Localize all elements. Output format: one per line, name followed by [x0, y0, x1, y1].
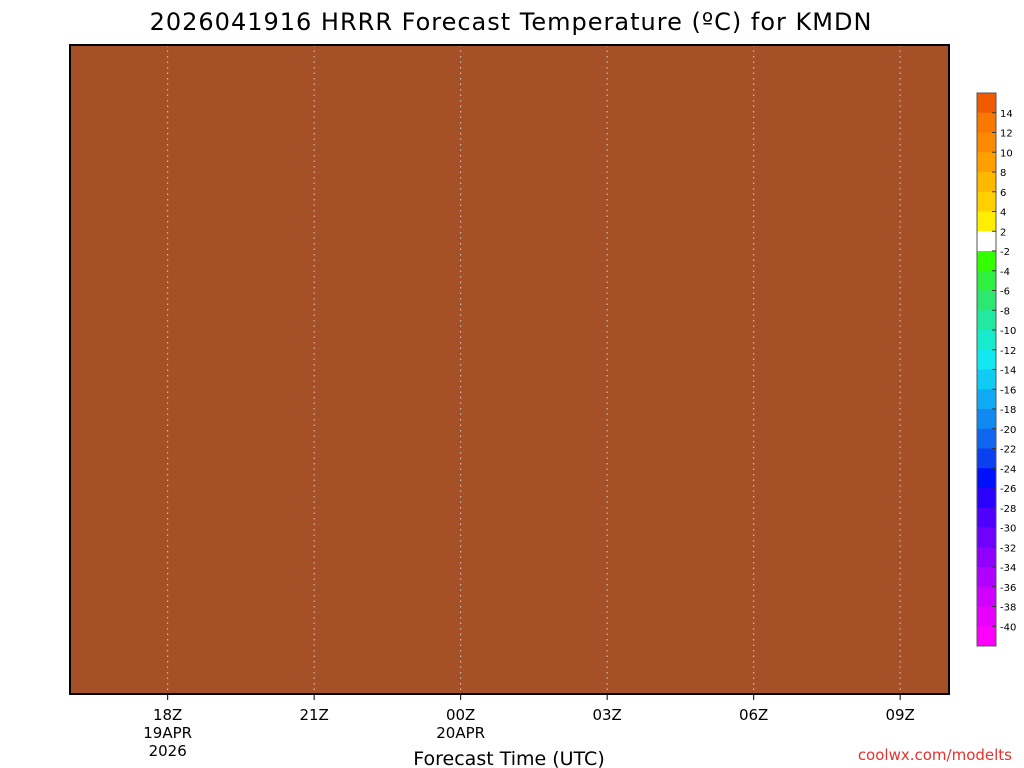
plot-frame [69, 44, 950, 695]
x-tick-label: 00Z [446, 706, 475, 724]
colorbar-label: -28 [1000, 504, 1016, 515]
colorbar-swatch [977, 488, 996, 509]
colorbar-label: -24 [1000, 464, 1016, 475]
colorbar-label: -8 [1000, 306, 1010, 317]
colorbar-label: -34 [1000, 563, 1016, 574]
colorbar-label: 6 [1000, 188, 1006, 199]
colorbar-label: -10 [1000, 326, 1016, 337]
colorbar-label: -22 [1000, 445, 1016, 456]
colorbar-swatch [977, 270, 996, 291]
colorbar-label: 4 [1000, 208, 1006, 219]
plot-area: 5046464238343030181414106622610 [70, 45, 949, 694]
colorbar-swatch [977, 211, 996, 232]
colorbar-label: -14 [1000, 366, 1016, 377]
colorbar-label: -6 [1000, 287, 1010, 298]
x-tick-label: 21Z [299, 706, 328, 724]
colorbar-swatch [977, 330, 996, 351]
colorbar-swatch [977, 448, 996, 469]
temperature-fills [70, 45, 949, 694]
colorbar-swatch [977, 369, 996, 390]
colorbar-swatch [977, 152, 996, 173]
x-tick-sublabel: 20APR [436, 724, 485, 742]
colorbar-swatch [977, 547, 996, 568]
colorbar-swatch [977, 132, 996, 153]
colorbar-swatch [977, 606, 996, 627]
colorbar-label: -36 [1000, 583, 1016, 594]
colorbar-swatch [977, 626, 996, 647]
colorbar-swatch [977, 290, 996, 311]
credit-link[interactable]: coolwx.com/modelts [858, 746, 1012, 764]
colorbar-label: -2 [1000, 247, 1010, 258]
colorbar-swatch [977, 93, 996, 114]
colorbar-label: -38 [1000, 603, 1016, 614]
chart-title: 2026041916 HRRR Forecast Temperature (ºC… [150, 8, 873, 36]
colorbar-swatch [977, 251, 996, 272]
colorbar-label: -20 [1000, 425, 1016, 436]
colorbar-label: 14 [1000, 109, 1013, 120]
colorbar-label: -12 [1000, 346, 1016, 357]
colorbar-label: -18 [1000, 405, 1016, 416]
colorbar-label: 10 [1000, 148, 1013, 159]
x-tick-label: 18Z [153, 706, 182, 724]
colorbar-label: -26 [1000, 484, 1016, 495]
colorbar-swatch [977, 409, 996, 430]
x-tick-sublabel: 2026 [149, 742, 187, 760]
colorbar-label: -30 [1000, 524, 1016, 535]
colorbar-label: -40 [1000, 622, 1016, 633]
grid-lines [167, 45, 901, 694]
colorbar-label: 12 [1000, 129, 1013, 140]
colorbar-swatch [977, 468, 996, 489]
colorbar-label: -32 [1000, 543, 1016, 554]
colorbar-label: 2 [1000, 227, 1006, 238]
colorbar-swatch [977, 389, 996, 410]
colorbar-swatch [977, 310, 996, 331]
x-tick-label: 03Z [592, 706, 621, 724]
x-axis-label: Forecast Time (UTC) [413, 748, 604, 768]
colorbar-label: -16 [1000, 385, 1016, 396]
colorbar-swatch [977, 527, 996, 548]
colorbar-swatch [977, 191, 996, 212]
colorbar-swatch [977, 428, 996, 449]
x-tick-label: 06Z [739, 706, 768, 724]
x-tick-label: 09Z [885, 706, 914, 724]
colorbar-swatch [977, 349, 996, 370]
ground [70, 45, 949, 694]
colorbar-swatch [977, 231, 996, 252]
colorbar-swatch [977, 507, 996, 528]
colorbar-swatch [977, 567, 996, 588]
colorbar: 14 12 10 8 6 4 2 -2 -4 -6 -8 -10 -12 -14 -16 -18 -20 -22 -… [976, 92, 1016, 647]
colorbar-swatch [977, 112, 996, 133]
colorbar-swatch [977, 586, 996, 607]
x-tick-sublabel: 19APR [143, 724, 192, 742]
colorbar-swatch [977, 172, 996, 193]
colorbar-label: -4 [1000, 267, 1010, 278]
colorbar-label: 8 [1000, 168, 1006, 179]
